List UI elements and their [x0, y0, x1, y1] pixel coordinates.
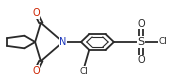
Text: O: O	[137, 19, 145, 29]
Text: O: O	[32, 8, 40, 18]
Text: Cl: Cl	[158, 37, 167, 47]
Text: O: O	[32, 66, 40, 76]
Text: O: O	[137, 55, 145, 65]
Text: S: S	[137, 37, 144, 47]
Text: N: N	[59, 37, 67, 47]
Text: Cl: Cl	[80, 67, 89, 76]
